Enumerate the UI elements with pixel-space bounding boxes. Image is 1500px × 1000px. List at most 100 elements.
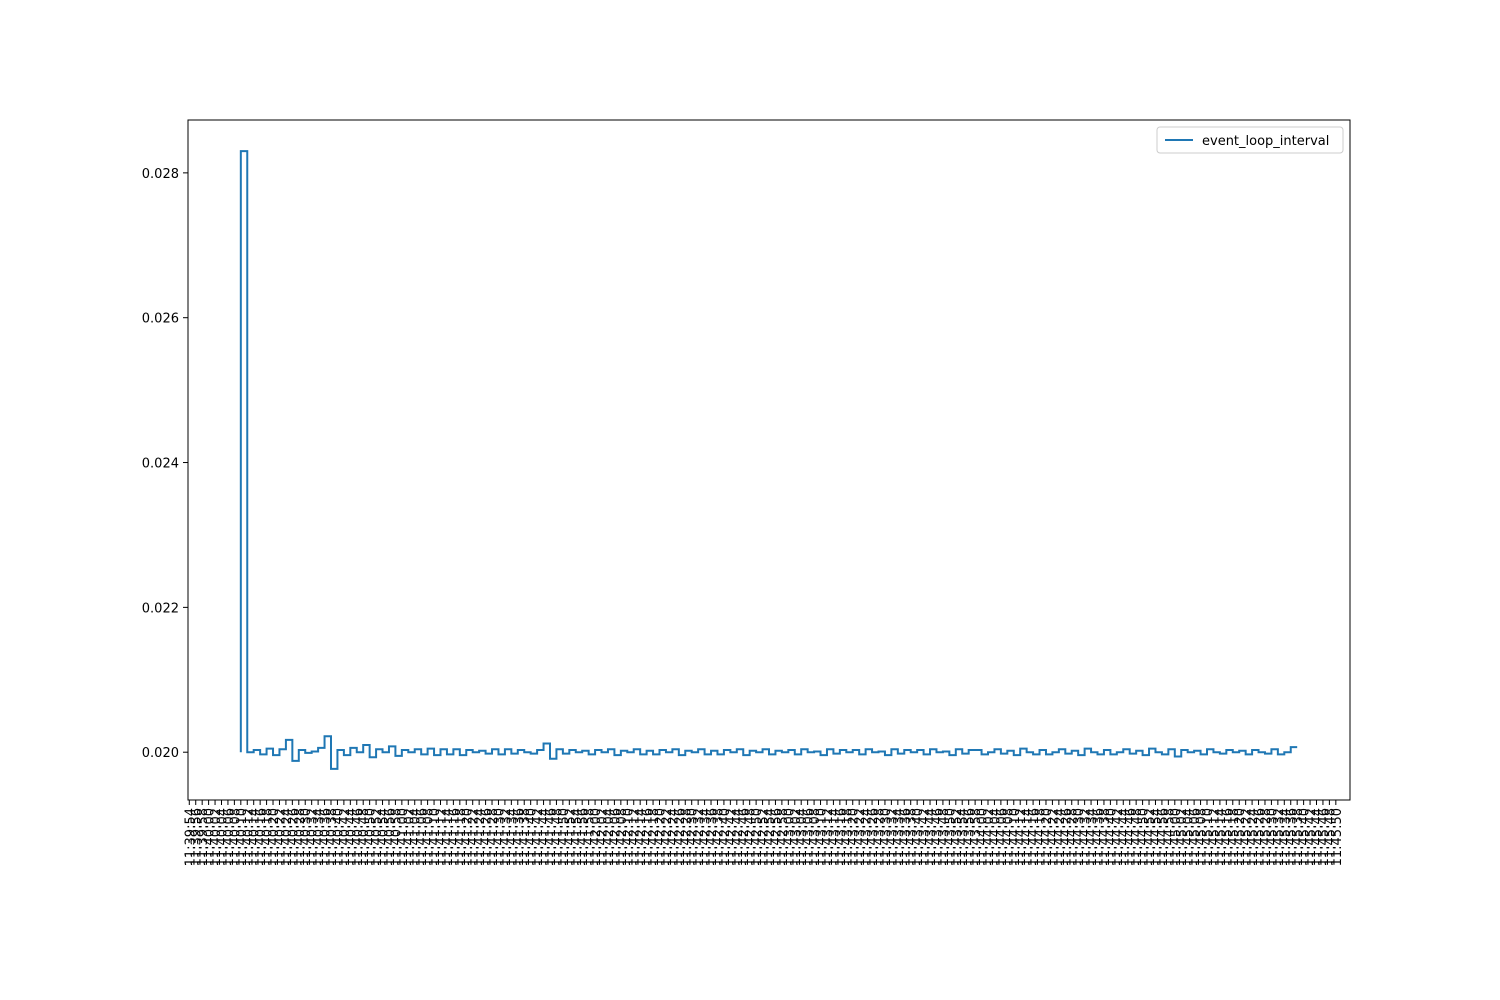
x-tick-label: 11:41:38 — [518, 808, 533, 866]
x-tick-label: 11:45:08 — [1195, 808, 1210, 866]
x-tick-label: 11:42:10 — [621, 808, 636, 866]
x-tick-label: 11:45:02 — [1175, 808, 1190, 866]
x-tick-label: 11:41:14 — [441, 808, 456, 866]
x-tick-label: 11:40:50 — [364, 808, 379, 866]
x-tick-label: 11:43:56 — [963, 808, 978, 866]
x-tick-label: 11:44:48 — [1130, 808, 1145, 866]
x-tick-label: 11:43:34 — [892, 808, 907, 866]
x-tick-label: 11:43:50 — [943, 808, 958, 866]
x-tick-label: 11:41:08 — [422, 808, 437, 866]
x-tick-label: 11:40:56 — [383, 808, 398, 866]
x-tick-label: 11:42:40 — [718, 808, 733, 866]
x-tick-label: 11:42:18 — [647, 808, 662, 866]
x-tick-label: 11:40:18 — [261, 808, 276, 866]
x-tick-label: 11:44:46 — [1124, 808, 1139, 866]
x-tick-label: 11:42:44 — [731, 808, 746, 866]
legend: event_loop_interval — [1156, 126, 1344, 154]
x-tick-label: 11:42:00 — [589, 808, 604, 866]
x-tick-label: 11:45:12 — [1207, 808, 1222, 866]
x-tick-label: 11:41:54 — [570, 808, 585, 866]
x-tick-label: 11:44:06 — [995, 808, 1010, 866]
x-tick-label: 11:43:10 — [815, 808, 830, 866]
x-tick-label: 11:45:00 — [1169, 808, 1184, 866]
x-tick-label: 11:40:46 — [351, 808, 366, 866]
x-tick-label: 11:45:04 — [1182, 808, 1197, 866]
x-tick-label: 11:41:22 — [467, 808, 482, 866]
x-tick-label: 11:44:54 — [1149, 808, 1164, 866]
x-tick-label: 11:40:36 — [319, 808, 334, 866]
x-tick-label: 11:40:32 — [306, 808, 321, 866]
x-tick-label: 11:42:12 — [628, 808, 643, 866]
x-tick-label: 11:42:48 — [744, 808, 759, 866]
x-tick-label: 11:43:54 — [956, 808, 971, 866]
x-tick-label: 11:42:04 — [602, 808, 617, 866]
x-tick-label: 11:43:30 — [879, 808, 894, 866]
x-tick-label: 11:43:38 — [905, 808, 920, 866]
x-tick-label: 11:43:24 — [860, 808, 875, 866]
x-tick-label: 11:43:04 — [795, 808, 810, 866]
y-tick-label: 0.026 — [142, 312, 179, 327]
x-tick-label: 11:43:20 — [847, 808, 862, 866]
x-tick-label: 11:45:16 — [1220, 808, 1235, 866]
x-tick-label: 11:42:22 — [660, 808, 675, 866]
x-tick-label: 11:42:30 — [686, 808, 701, 866]
x-tick-label: 11:44:16 — [1027, 808, 1042, 866]
x-tick-label: 11:40:42 — [338, 808, 353, 866]
x-tick-label: 11:42:26 — [673, 808, 688, 866]
x-tick-label: 11:42:14 — [634, 808, 649, 866]
x-tick-label: 11:43:08 — [808, 808, 823, 866]
x-tick-label: 11:44:26 — [1059, 808, 1074, 866]
x-tick-label: 11:41:56 — [576, 808, 591, 866]
x-tick-label: 11:42:20 — [653, 808, 668, 866]
x-tick-label: 11:43:12 — [821, 808, 836, 866]
x-tick-label: 11:45:20 — [1233, 808, 1248, 866]
x-tick-label: 11:44:32 — [1079, 808, 1094, 866]
x-tick-label: 11:41:16 — [447, 808, 462, 866]
x-tick-label: 11:45:22 — [1240, 808, 1255, 866]
x-tick-label: 11:43:36 — [898, 808, 913, 866]
x-tick-label: 11:39:58 — [196, 808, 211, 866]
x-tick-label: 11:44:20 — [1040, 808, 1055, 866]
x-tick-label: 11:44:00 — [976, 808, 991, 866]
x-tick-label: 11:44:36 — [1092, 808, 1107, 866]
x-tick-label: 11:42:02 — [596, 808, 611, 866]
x-tick-label: 11:40:08 — [228, 808, 243, 866]
x-tick-label: 11:41:18 — [454, 808, 469, 866]
line-series — [239, 150, 1298, 770]
x-tick-label: 11:44:14 — [1021, 808, 1036, 866]
x-tick-label: 11:43:16 — [834, 808, 849, 866]
x-tick-label: 11:41:06 — [415, 808, 430, 866]
x-tick-label: 11:42:50 — [750, 808, 765, 866]
x-tick-label: 11:41:34 — [505, 808, 520, 866]
x-tick-label: 11:44:50 — [1137, 808, 1152, 866]
x-tick-label: 11:43:14 — [827, 808, 842, 866]
legend-box — [1156, 126, 1344, 154]
x-tick-label: 11:41:48 — [550, 808, 565, 866]
x-tick-label: 11:44:40 — [1104, 808, 1119, 866]
legend-label: event_loop_interval — [1202, 134, 1329, 149]
x-tick-label: 11:44:38 — [1098, 808, 1113, 866]
x-tick-label: 11:41:36 — [512, 808, 527, 866]
x-tick-label: 11:43:06 — [802, 808, 817, 866]
x-tick-label: 11:42:08 — [615, 808, 630, 866]
x-tick-label: 11:41:30 — [492, 808, 507, 866]
x-tick-label: 11:43:42 — [918, 808, 933, 866]
x-tick-label: 11:41:02 — [402, 808, 417, 866]
x-tick-label: 11:43:18 — [840, 808, 855, 866]
x-tick-label: 11:42:54 — [763, 808, 778, 866]
x-tick-label: 11:39:54 — [183, 808, 198, 866]
x-tick-label: 11:40:20 — [267, 808, 282, 866]
x-tick-label: 11:45:42 — [1304, 808, 1319, 866]
y-tick-label: 0.020 — [142, 746, 179, 761]
x-tick-label: 11:40:58 — [389, 808, 404, 866]
x-tick-label: 11:44:44 — [1117, 808, 1132, 866]
x-tick-label: 11:43:28 — [873, 808, 888, 866]
x-tick-label: 11:44:56 — [1156, 808, 1171, 866]
x-tick-label: 11:45:46 — [1317, 808, 1332, 866]
x-tick-label: 11:45:48 — [1323, 808, 1338, 866]
x-tick-label: 11:40:24 — [280, 808, 295, 866]
x-tick-label: 11:41:10 — [428, 808, 443, 866]
x-tick-label: 11:40:12 — [241, 808, 256, 866]
x-tick-label: 11:43:32 — [885, 808, 900, 866]
x-tick-label: 11:40:10 — [235, 808, 250, 866]
